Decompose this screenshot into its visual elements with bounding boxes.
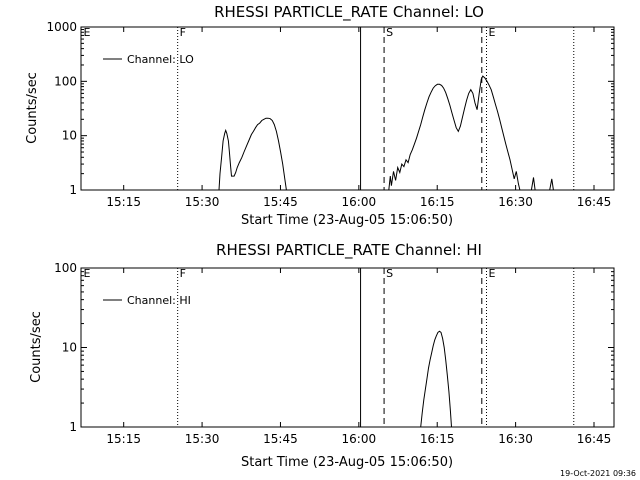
- panel-lo-x-tick-label-3: 16:00: [342, 195, 377, 209]
- panel-hi-x-axis-title: Start Time (23-Aug-05 15:06:50): [241, 455, 453, 470]
- panel-lo-series-0-segment-1: [388, 75, 521, 191]
- panel-lo-x-axis-title: Start Time (23-Aug-05 15:06:50): [241, 213, 453, 228]
- panel-lo-x-tick-label-0: 15:15: [106, 195, 141, 209]
- panel-lo-x-tick-label-5: 16:30: [498, 195, 533, 209]
- panel-hi-y-tick-label-0: 1: [69, 420, 77, 434]
- panel-lo-title: RHESSI PARTICLE_RATE Channel: LO: [214, 3, 484, 22]
- panel-hi-marker-label-3: S: [386, 267, 393, 280]
- panel-hi-x-tick-label-3: 16:00: [342, 432, 377, 446]
- panel-lo-axes-frame: [80, 26, 615, 191]
- panel-lo-series-0-segment-2: [530, 177, 536, 191]
- footer-timestamp: 19-Oct-2021 09:36: [560, 469, 636, 478]
- panel-lo-y-tick-label-1: 10: [62, 129, 77, 143]
- panel-lo-x-tick-label-1: 15:30: [185, 195, 220, 209]
- panel-hi-y-tick-label-2: 100: [54, 261, 77, 275]
- panel-hi-plot-area: 15:15 15:30 15:45 16:00 16:15 16:30 16:45 1 10 10…: [54, 261, 615, 446]
- panel-lo-x-tick-label-6: 16:45: [577, 195, 612, 209]
- panel-hi-y-axis-title: Counts/sec: [29, 311, 44, 383]
- panel-hi-x-tick-label-6: 16:45: [577, 432, 612, 446]
- panel-lo-y-tick-label-2: 100: [54, 74, 77, 88]
- panel-lo-x-tick-label-2: 15:45: [263, 195, 298, 209]
- panel-lo-y-tick-label-0: 1: [69, 183, 77, 197]
- panel-lo-x-tick-label-4: 16:15: [420, 195, 455, 209]
- panel-hi-title: RHESSI PARTICLE_RATE Channel: HI: [216, 241, 482, 260]
- panel-hi-x-tick-label-4: 16:15: [420, 432, 455, 446]
- panel-lo-marker-label-0: E: [84, 26, 91, 39]
- panel-lo-plot-area: 15:15 15:30 15:45 16:00 16:15 16:30 16:45 1 10 10…: [46, 20, 615, 209]
- panel-lo-series-0-segment-3: [549, 178, 554, 191]
- panel-hi-marker-label-0: E: [84, 267, 91, 280]
- panel-lo-legend-label: Channel: LO: [127, 53, 194, 66]
- panel-hi-x-tick-label-0: 15:15: [106, 432, 141, 446]
- panel-hi-x-tick-label-5: 16:30: [498, 432, 533, 446]
- panel-lo-marker-label-3: S: [386, 26, 393, 39]
- panel-hi-x-tick-label-2: 15:45: [263, 432, 298, 446]
- panel-hi-x-tick-label-1: 15:30: [185, 432, 220, 446]
- panel-hi-y-tick-label-1: 10: [62, 341, 77, 355]
- panel-hi-marker-label-5: E: [488, 267, 495, 280]
- panel-hi-legend-label: Channel: HI: [127, 294, 191, 307]
- panel-hi-marker-label-1: F: [180, 267, 186, 280]
- panel-lo: RHESSI PARTICLE_RATE Channel: LO 15:15 15…: [25, 3, 615, 228]
- panel-lo-y-axis-title: Counts/sec: [25, 72, 40, 144]
- panel-hi-series-0-segment-0: [420, 330, 452, 428]
- panel-lo-marker-label-5: E: [488, 26, 495, 39]
- panel-hi: RHESSI PARTICLE_RATE Channel: HI 15:15 15…: [29, 241, 615, 470]
- panel-lo-series-0-segment-0: [218, 117, 287, 191]
- panel-lo-marker-label-1: F: [180, 26, 186, 39]
- panel-lo-y-tick-label-3: 1000: [46, 20, 77, 34]
